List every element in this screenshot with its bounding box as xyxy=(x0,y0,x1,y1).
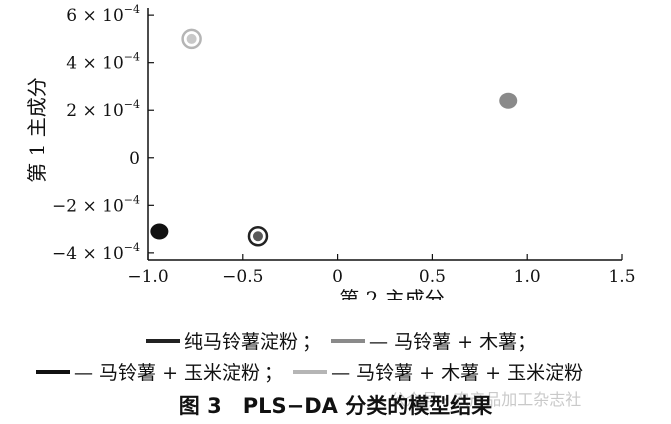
legend-row-1: 纯马铃薯淀粉 ； — 马铃薯 + 木薯 ； xyxy=(146,327,536,354)
y-tick-label: 6 × 10−4 xyxy=(66,3,140,26)
x-tick-label: 1.0 xyxy=(514,267,541,287)
point-blob xyxy=(150,223,169,240)
x-ticks: −1.0 −0.5 0 0.5 1.0 1.5 xyxy=(127,254,636,287)
legend-swatch-1 xyxy=(331,338,366,343)
figure-caption: 图 3 PLS−DA 分类的模型结果 xyxy=(178,394,493,418)
data-points xyxy=(150,28,518,247)
legend-swatch-2 xyxy=(36,369,70,374)
y-tick-label: −2 × 10−4 xyxy=(52,193,140,216)
y-ticks: 6 × 10−4 4 × 10−4 2 × 10−4 0 −2 × 10−4 −4 × 1… xyxy=(52,3,154,264)
y-tick-label: 2 × 10−4 xyxy=(66,98,140,121)
legend-row-2: — 马铃薯 + 玉米淀粉 ； — 马铃薯 + 木薯 + 玉米淀粉 xyxy=(36,358,583,385)
y-tick-label: −4 × 10−4 xyxy=(52,241,140,264)
legend-label-3: — 马铃薯 + 木薯 + 玉米淀粉 xyxy=(331,362,584,384)
legend-swatch-0 xyxy=(146,338,180,343)
x-tick-label: 0.5 xyxy=(419,267,446,287)
legend-separator: ； xyxy=(302,331,322,353)
data-point-series-2 xyxy=(150,223,169,240)
x-tick-label: −1.0 xyxy=(127,267,168,287)
y-axis-label: 第 1 主成分 xyxy=(25,77,49,182)
watermark: 公众号 · 农产品加工杂志社 xyxy=(390,390,582,409)
data-point-series-0 xyxy=(247,225,269,247)
y-tick-label: 0 xyxy=(129,149,140,169)
point-core xyxy=(186,33,197,44)
legend-label-0: 纯马铃薯淀粉 xyxy=(184,331,299,353)
data-point-series-3 xyxy=(181,28,202,50)
legend-swatch-3 xyxy=(293,369,328,374)
data-point-series-1 xyxy=(499,92,518,109)
point-blob xyxy=(499,92,518,109)
y-tick-label: 4 × 10−4 xyxy=(66,51,140,74)
axes xyxy=(147,8,622,261)
point-ring xyxy=(247,225,269,247)
scatter-plot: 6 × 10−4 4 × 10−4 2 × 10−4 0 −2 × 10−4 −4 × 1… xyxy=(25,3,636,300)
x-tick-label: 0 xyxy=(332,267,343,287)
legend-label-2: — 马铃薯 + 玉米淀粉 xyxy=(74,362,261,384)
point-ring xyxy=(181,28,202,50)
legend-separator: ； xyxy=(264,362,284,384)
x-tick-label: 1.5 xyxy=(608,267,635,287)
point-core xyxy=(252,231,263,242)
x-tick-label: −0.5 xyxy=(222,267,263,287)
legend-label-1: — 马铃薯 + 木薯 xyxy=(369,331,518,353)
legend-end: ； xyxy=(517,331,537,353)
x-axis-label: 第 2 主成分 xyxy=(339,287,444,300)
